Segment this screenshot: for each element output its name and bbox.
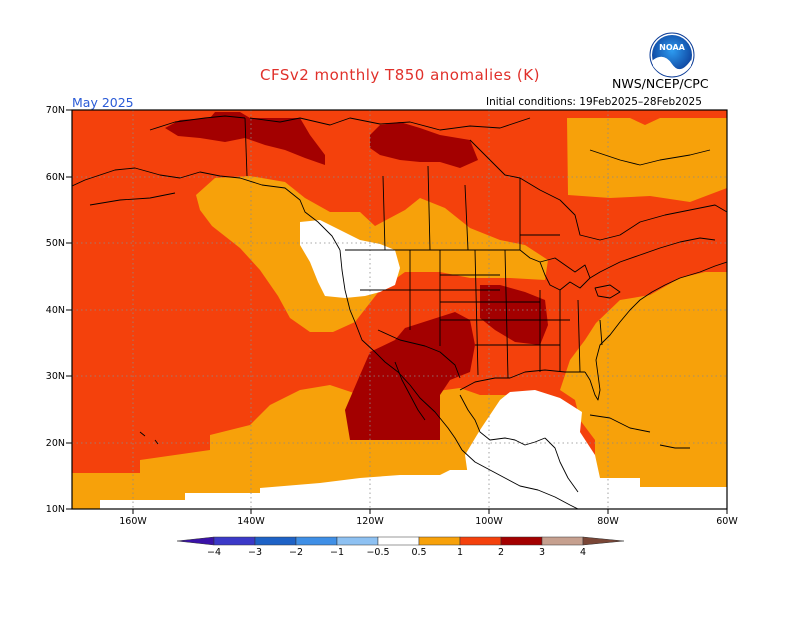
- colorbar-label: −0.5: [366, 547, 389, 558]
- lon-label: 140W: [237, 516, 265, 527]
- colorbar-segment-above-4: [582, 536, 625, 546]
- colorbar-label: −3: [248, 547, 262, 558]
- agency-label: NWS/NCEP/CPC: [612, 76, 709, 91]
- lon-label: 120W: [356, 516, 384, 527]
- noaa-logo: NOAA: [649, 32, 695, 78]
- colorbar-segment: [500, 536, 543, 546]
- colorbar-label: 0.5: [411, 547, 426, 558]
- lon-label: 80W: [597, 516, 619, 527]
- colorbar-segment-below-minus4: [176, 536, 215, 546]
- colorbar-label: 4: [580, 547, 586, 558]
- anomaly-neutral: [100, 220, 727, 509]
- colorbar-segment: [418, 536, 461, 546]
- lon-label: 100W: [475, 516, 503, 527]
- colorbar-segment: [254, 536, 297, 546]
- noaa-logo-text: NOAA: [659, 43, 685, 52]
- colorbar-segment: [295, 536, 338, 546]
- colorbar-label: −4: [207, 547, 221, 558]
- colorbar: [176, 536, 625, 546]
- colorbar-label: −1: [330, 547, 344, 558]
- colorbar-segment: [541, 536, 584, 546]
- lon-label: 160W: [119, 516, 147, 527]
- initial-conditions: Initial conditions: 19Feb2025–28Feb2025: [486, 96, 702, 108]
- lat-label: 20N: [46, 438, 65, 449]
- map-title: CFSv2 monthly T850 anomalies (K): [260, 66, 540, 84]
- colorbar-segment: [336, 536, 379, 546]
- lat-label: 10N: [46, 504, 65, 515]
- colorbar-segment: [377, 536, 420, 546]
- lat-label: 30N: [46, 371, 65, 382]
- colorbar-label: −2: [289, 547, 303, 558]
- colorbar-label: 3: [539, 547, 545, 558]
- colorbar-label: 1: [457, 547, 463, 558]
- lon-label: 60W: [716, 516, 738, 527]
- lat-label: 60N: [46, 172, 65, 183]
- lat-label: 40N: [46, 305, 65, 316]
- lat-label: 70N: [46, 105, 65, 116]
- colorbar-label: 2: [498, 547, 504, 558]
- colorbar-segment: [213, 536, 256, 546]
- lat-label: 50N: [46, 238, 65, 249]
- forecast-month: May 2025: [72, 95, 134, 110]
- colorbar-segment: [459, 536, 502, 546]
